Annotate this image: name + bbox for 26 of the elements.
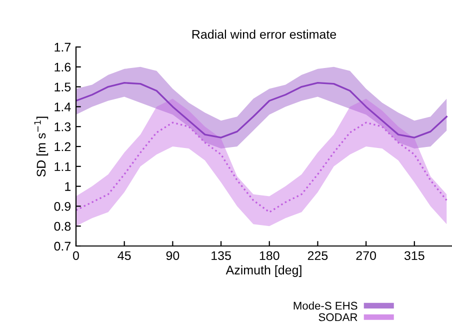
y-tick-label: 1.2 bbox=[54, 142, 71, 152]
y-tick-label: 1.1 bbox=[54, 162, 71, 171]
y-tick-label: 1.3 bbox=[54, 122, 71, 132]
y-tick-label: 1.7 bbox=[54, 42, 71, 52]
x-tick-label: 0 bbox=[73, 251, 79, 260]
x-tick-label: 225 bbox=[308, 251, 328, 260]
line-series bbox=[76, 82, 448, 138]
y-tick-label: 1 bbox=[65, 182, 71, 191]
y-axis-title: SD [m s$^{−1}$] bbox=[34, 116, 48, 177]
line-series bbox=[76, 122, 448, 214]
y-tick-label: 0.8 bbox=[54, 222, 71, 231]
legend-label: Mode-S EHS bbox=[294, 302, 358, 310]
x-tick-label: 270 bbox=[356, 251, 376, 260]
x-tick-label: 90 bbox=[166, 251, 180, 260]
x-tick-label: 315 bbox=[404, 251, 424, 260]
x-axis-title: Azimuth [deg] bbox=[226, 265, 302, 277]
x-tick-label: 180 bbox=[260, 251, 280, 260]
y-tick-label: 0.7 bbox=[54, 242, 71, 251]
x-tick-label: 45 bbox=[118, 251, 131, 260]
y-tick-label: 1.6 bbox=[54, 62, 71, 72]
x-tick-label: 135 bbox=[212, 251, 231, 260]
y-tick-label: 0.9 bbox=[54, 202, 71, 211]
y-tick-label: 1.5 bbox=[54, 82, 71, 92]
y-tick-label: 1.4 bbox=[54, 102, 71, 112]
legend-label: SODAR bbox=[318, 313, 358, 322]
chart-title: Radial wind error estimate bbox=[192, 30, 336, 39]
